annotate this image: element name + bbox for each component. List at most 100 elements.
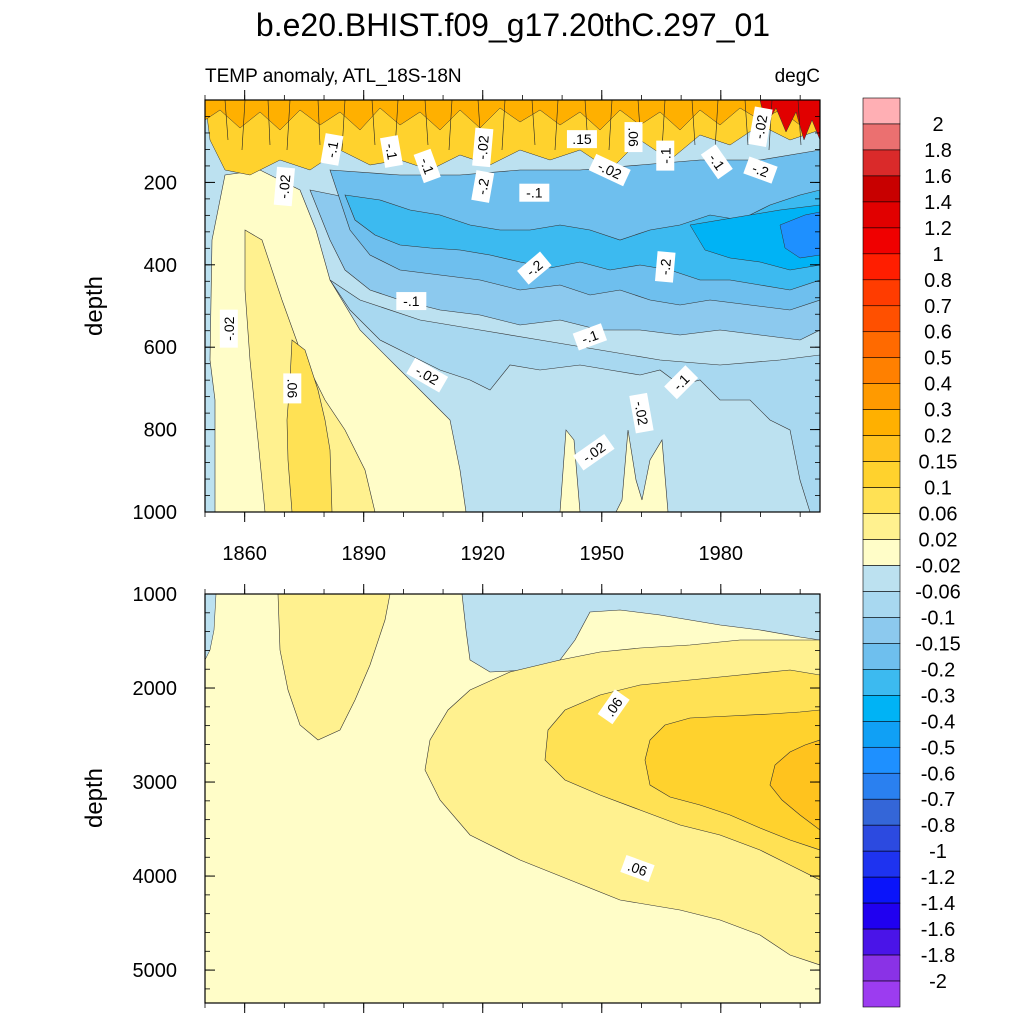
contour-label: -.1 — [656, 140, 675, 171]
colorbar-swatch — [862, 850, 901, 878]
colorbar-label: -2 — [929, 971, 947, 993]
contour-label-text: -.2 — [473, 177, 492, 196]
upper-panel: -.1 -.1 -.1 -.02 .15 .06 -.02 -.1 -.1 -.02 -.2 -.02… — [81, 90, 821, 565]
contour-label-bg — [700, 144, 733, 180]
colorbar-label: -1.6 — [921, 919, 955, 941]
contour-label: -.02 — [748, 106, 773, 148]
contour-label: -.1 — [396, 292, 427, 311]
y-tick-label: 200 — [144, 172, 177, 194]
contour-label: .06 — [620, 854, 655, 883]
lower-plot-frame — [204, 593, 821, 1004]
colorbar-label: 0.6 — [924, 322, 952, 344]
contour-label-bg — [573, 433, 615, 471]
contour-label-text: -.02 — [631, 400, 651, 427]
contour-label-text: -.2 — [750, 160, 771, 181]
contour-label: -.02 — [472, 127, 494, 168]
colorbar-label: 0.5 — [924, 348, 952, 370]
x-tick-label: 1920 — [460, 543, 505, 565]
chart-subtitle-right: degC — [775, 66, 820, 87]
contour-label-text: -.1 — [657, 147, 673, 164]
x-tick-label: 1980 — [699, 543, 744, 565]
colorbar-label: -1.4 — [921, 893, 955, 915]
colorbar-swatch — [862, 97, 901, 125]
contour-label: -.1 — [519, 183, 550, 202]
colorbar-label: -0.06 — [915, 581, 961, 603]
lower-contour-field — [205, 594, 820, 1003]
colorbar-swatch — [862, 253, 901, 281]
contour-label: -.02 — [629, 392, 654, 434]
colorbar-swatch — [862, 980, 901, 1008]
y-tick-label: 4000 — [133, 866, 178, 888]
chart-title: b.e20.BHIST.f09_g17.20thC.297_01 — [256, 7, 770, 43]
contour-label: -.2 — [654, 251, 676, 283]
colorbar-label: 1.4 — [924, 192, 952, 214]
contour-label-text: -.1 — [403, 293, 420, 309]
contour-label-bg — [629, 392, 654, 434]
y-tick-label: 3000 — [133, 772, 178, 794]
contour-label-bg — [620, 854, 655, 883]
colorbar-label: 2 — [932, 114, 943, 136]
colorbar-label: 0.15 — [919, 452, 958, 474]
colorbar-swatch — [862, 123, 901, 151]
contour-label: -.1 — [320, 133, 344, 166]
colorbar-swatch — [862, 279, 901, 307]
upper-region-blue-7 — [779, 211, 820, 259]
contour-label-bg — [406, 357, 449, 393]
colorbar-label: -0.8 — [921, 815, 955, 837]
contour-label-text: .15 — [572, 131, 592, 147]
colorbar-swatch — [862, 383, 901, 410]
colorbar-swatch — [862, 539, 901, 566]
contour-label-bg — [597, 689, 630, 725]
colorbar-swatch — [862, 201, 901, 229]
contour-label-text: -.1 — [526, 185, 543, 201]
colorbar-label: -0.4 — [921, 711, 955, 733]
contour-label-bg — [748, 106, 773, 148]
contour-label: .15 — [566, 130, 597, 149]
colorbar-swatch — [862, 746, 901, 774]
colorbar-swatch — [862, 409, 901, 436]
contour-label: -.02 — [273, 166, 295, 207]
colorbar-swatch — [862, 643, 901, 670]
upper-region-blue-5 — [344, 189, 820, 291]
upper-ylabel: depth — [81, 276, 108, 336]
colorbar-swatch — [862, 902, 901, 930]
colorbar-swatch — [862, 928, 901, 956]
contour-label: -.2 — [471, 170, 495, 203]
contour-label-text: -.02 — [751, 113, 771, 140]
colorbar-label: 0.06 — [919, 504, 958, 526]
contour-label: -.1 — [413, 148, 441, 184]
contour-label-text: .06 — [284, 379, 300, 399]
colorbar-swatch — [862, 331, 901, 359]
contour-label-bg — [654, 251, 676, 283]
contour-label-bg — [588, 153, 631, 187]
contour-label-text: -.1 — [706, 151, 729, 174]
colorbar-swatch — [862, 513, 901, 540]
chart-subtitle-left: TEMP anomaly, ATL_18S-18N — [205, 66, 462, 87]
colorbar-swatch — [862, 824, 901, 852]
lower-axes: 1000 2000 3000 4000 5000 — [133, 584, 820, 1013]
colorbar-label: -0.2 — [921, 659, 955, 681]
contour-label-bg — [219, 309, 238, 348]
colorbar-label: -0.5 — [921, 737, 955, 759]
contour-label-text: -.02 — [474, 134, 492, 160]
y-tick-label: 1000 — [133, 584, 178, 606]
contour-label-bg — [517, 251, 552, 285]
contour-label: -.1 — [700, 144, 733, 180]
colorbar-swatch — [862, 175, 901, 203]
upper-region-pale-blue-2 — [329, 279, 820, 512]
contour-label-bg — [743, 156, 778, 184]
contour-label-text: -.1 — [579, 327, 600, 348]
contour-label-bg — [320, 133, 344, 166]
colorbar-swatch — [862, 591, 901, 618]
y-tick-label: 5000 — [133, 960, 178, 982]
contour-label: .06 — [624, 122, 643, 153]
colorbar-label: -0.3 — [921, 685, 955, 707]
y-tick-label: 2000 — [133, 678, 178, 700]
upper-axes: 200 400 600 800 1000 1860 1890 1920 1950 1980 — [133, 90, 820, 565]
colorbar-swatch — [862, 617, 901, 644]
contour-label: -.1 — [380, 135, 403, 168]
lower-region-blue-mid — [461, 594, 820, 673]
colorbar-label: 1.2 — [924, 218, 952, 240]
contour-label-bg — [471, 170, 495, 203]
